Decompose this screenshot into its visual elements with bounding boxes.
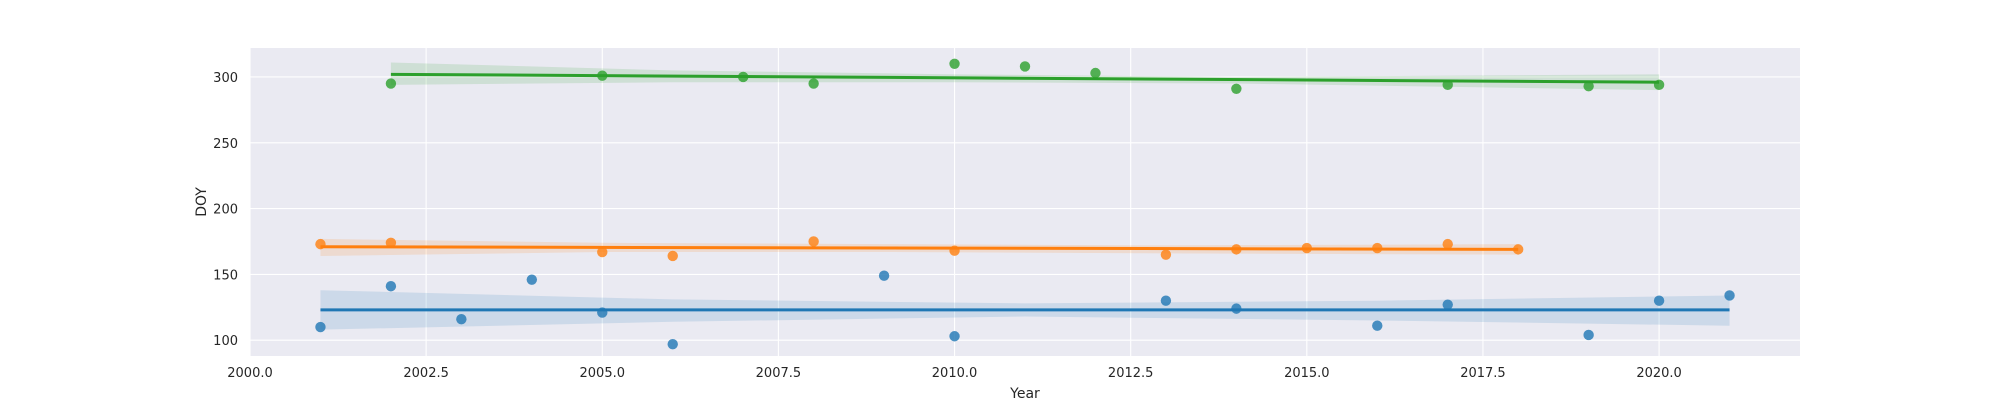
data-point [1090,67,1101,79]
data-point [1583,329,1594,341]
data-point [385,78,397,89]
x-tick-label: 2012.5 [1108,366,1154,381]
x-tick-label: 2002.5 [403,366,449,381]
data-point [808,78,819,89]
x-tick-label: 2017.5 [1460,366,1506,381]
data-point [1231,83,1242,95]
data-point [1653,295,1665,306]
x-tick-label: 2015.0 [1284,366,1330,381]
x-tick-labels: 2000.0 2002.5 2005.0 2007.5 2010.0 2012.5 2015… [227,366,1682,381]
data-point [667,250,678,262]
y-tick-label: 300 [213,71,238,86]
confidence-band [390,62,1660,91]
data-point [949,331,960,342]
data-point [1653,79,1665,91]
data-point [597,246,608,258]
data-point [456,313,467,325]
y-tick-label: 200 [213,203,238,218]
data-point [878,270,890,281]
data-point [597,70,608,81]
data-point [1019,61,1031,72]
data-point [1301,242,1313,254]
data-point [1160,249,1172,260]
y-tick-label: 250 [213,137,238,152]
y-tick-label: 150 [213,268,238,283]
data-point [1372,242,1383,254]
data-point [737,71,749,83]
data-point [1160,295,1172,306]
data-point [808,236,819,247]
data-point [1372,320,1383,331]
data-point [1724,290,1735,301]
data-point [1442,238,1453,250]
data-point [315,321,326,333]
x-tick-label: 2005.0 [580,366,626,381]
plot-area [250,48,1800,356]
data-point [949,245,960,256]
y-axis-label: DOY [194,187,210,217]
data-point [949,58,960,69]
data-point [526,274,538,285]
data-point [385,281,397,292]
x-tick-label: 2000.0 [227,366,273,381]
x-tick-label: 2010.0 [932,366,978,381]
data-point [1442,299,1453,310]
data-point [1512,244,1524,255]
data-point [597,307,608,318]
y-tick-labels: 100 150 200 250 300 [213,71,238,349]
data-point [1231,244,1242,255]
y-tick-label: 100 [213,334,238,349]
x-tick-label: 2020.0 [1636,366,1682,381]
x-axis-label: Year [1009,386,1040,400]
data-point [667,338,678,350]
x-tick-label: 2007.5 [756,366,802,381]
regression-line [320,245,1519,251]
data-points [315,58,1735,350]
data-point [1583,80,1594,92]
data-point [1442,79,1453,91]
data-point [315,238,326,250]
data-point [385,237,397,249]
data-point [1231,303,1242,314]
